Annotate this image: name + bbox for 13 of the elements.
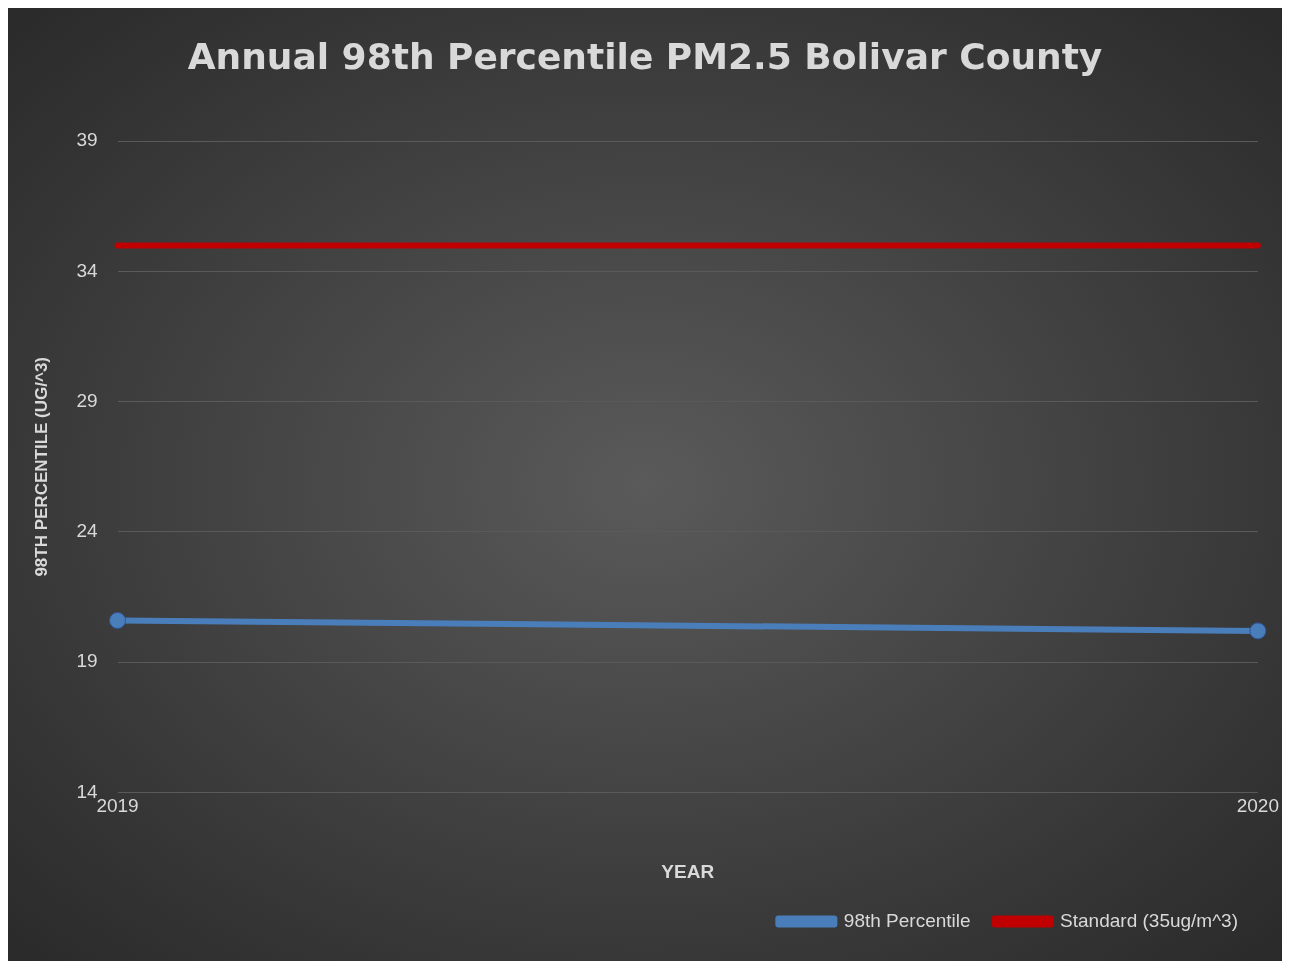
chart-title: Annual 98th Percentile PM2.5 Bolivar County [187,35,1103,77]
y-tick-label: 14 [76,780,98,802]
legend-label: 98th Percentile [843,909,971,931]
x-tick-label: 2020 [1236,795,1280,817]
y-tick-label: 19 [76,650,98,672]
y-tick-label: 24 [76,520,98,542]
y-axis-title: 98TH PERCENTILE (UG/^3) [31,356,51,577]
y-tick-label: 29 [76,389,98,411]
x-axis-title: YEAR [661,860,715,882]
x-tick-label: 2019 [96,795,139,817]
y-tick-label: 39 [76,129,98,151]
y-tick-label: 34 [76,259,98,281]
legend-label: Standard (35ug/m^3) [1060,909,1238,931]
